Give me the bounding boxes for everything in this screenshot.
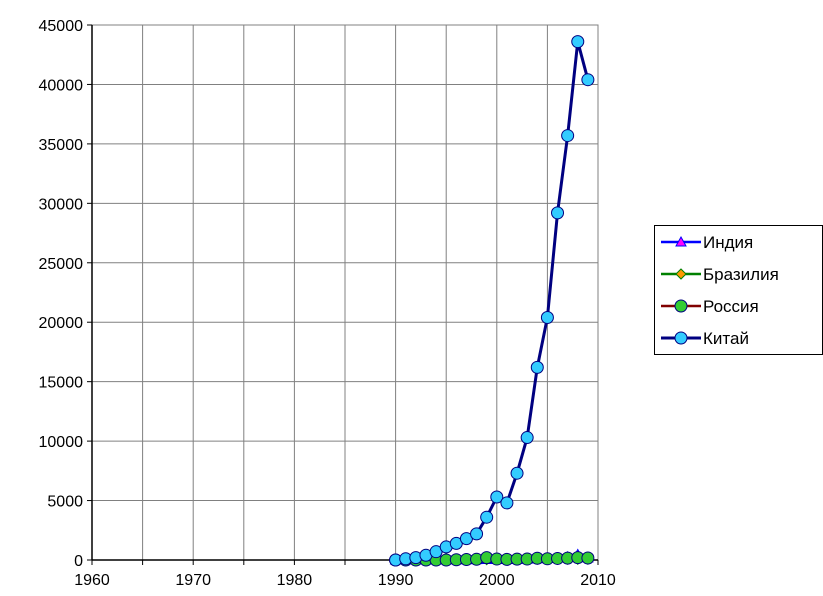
legend-swatch [661, 268, 701, 280]
y-tick-label: 10000 [39, 434, 84, 451]
legend-label: Индия [703, 233, 754, 252]
series-4 [389, 35, 595, 567]
legend-marker [674, 331, 688, 345]
legend-item: Китай [655, 327, 822, 349]
legend-marker [675, 235, 687, 247]
data-point [500, 496, 514, 510]
y-tick-label: 30000 [39, 196, 84, 213]
legend: Индия Бразилия Россия Китай [654, 225, 823, 355]
data-point [470, 527, 484, 541]
data-point [581, 73, 595, 87]
legend-marker [675, 268, 687, 280]
data-point [540, 310, 554, 324]
legend-swatch [661, 235, 701, 247]
x-tick-label: 2000 [479, 572, 515, 589]
y-tick-label: 5000 [47, 494, 83, 511]
legend-marker [674, 299, 688, 313]
legend-label: Бразилия [703, 265, 779, 284]
data-point [551, 206, 565, 220]
legend-label: Россия [703, 297, 759, 316]
data-point [490, 490, 504, 504]
data-point [561, 129, 575, 143]
x-tick-label: 1960 [74, 572, 110, 589]
x-tick-label: 1970 [175, 572, 211, 589]
data-point [581, 551, 595, 565]
data-point [571, 35, 585, 49]
legend-label: Китай [703, 329, 749, 348]
y-tick-label: 40000 [39, 77, 84, 94]
x-tick-label: 1980 [277, 572, 313, 589]
legend-item: Россия [655, 295, 822, 317]
y-tick-label: 45000 [39, 18, 84, 35]
data-point [480, 510, 494, 524]
legend-swatch [661, 299, 701, 313]
y-tick-label: 20000 [39, 315, 84, 332]
x-tick-label: 2010 [580, 572, 616, 589]
legend-item: Бразилия [655, 263, 822, 285]
data-point [520, 431, 534, 445]
y-tick-label: 35000 [39, 137, 84, 154]
grid [91, 24, 599, 561]
legend-swatch [661, 331, 701, 345]
data-point [510, 466, 524, 480]
legend-item: Индия [655, 231, 822, 253]
y-tick-label: 15000 [39, 375, 84, 392]
x-axis-ticks: 1960 1970 1980 1990 2000 2010 [74, 560, 616, 589]
y-tick-label: 0 [74, 553, 83, 570]
data-point [530, 360, 544, 374]
series-layer [389, 35, 595, 567]
y-tick-label: 25000 [39, 256, 84, 273]
x-tick-label: 1990 [378, 572, 414, 589]
y-axis-ticks: 0 5000 10000 15000 20000 25000 30000 35000 40000… [39, 18, 92, 570]
